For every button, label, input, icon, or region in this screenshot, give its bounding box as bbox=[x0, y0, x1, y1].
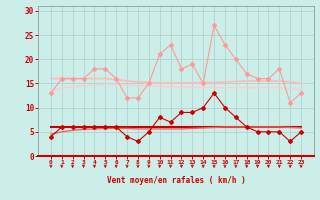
X-axis label: Vent moyen/en rafales ( km/h ): Vent moyen/en rafales ( km/h ) bbox=[107, 176, 245, 185]
